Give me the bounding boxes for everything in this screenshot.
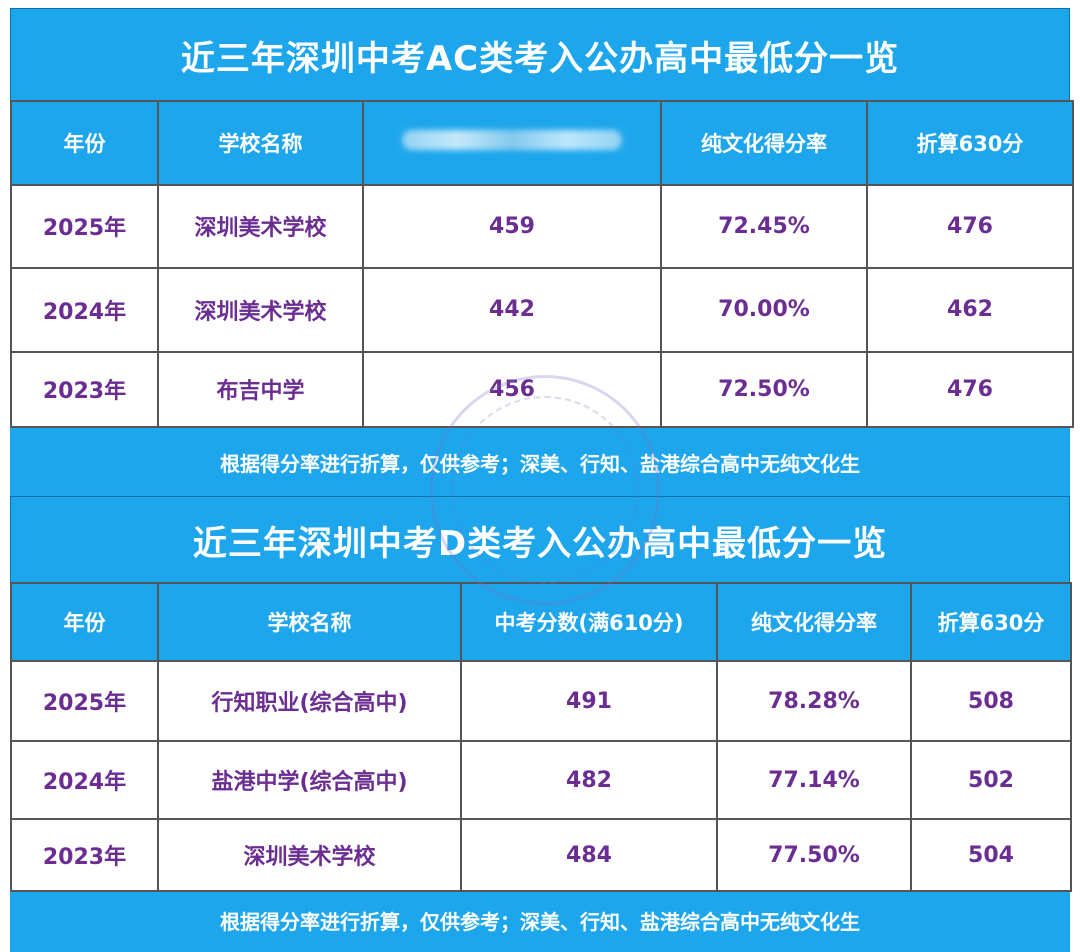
header-school: 学校名称: [159, 584, 460, 660]
table-ac-note: 根据得分率进行折算，仅供参考；深美、行知、盐港综合高中无纯文化生: [10, 428, 1070, 496]
cell-school: 深圳美术学校: [159, 820, 460, 890]
cell-rate: 72.50%: [662, 352, 866, 426]
table-ac-header-row: 年份 学校名称 纯文化得分率 折算630分: [12, 102, 1072, 184]
header-year: 年份: [12, 102, 157, 184]
header-converted: 折算630分: [912, 584, 1070, 660]
cell-converted: 502: [912, 742, 1070, 818]
table-ac-title: 近三年深圳中考AC类考入公办高中最低分一览: [10, 8, 1070, 102]
cell-converted: 504: [912, 820, 1070, 890]
cell-rate: 77.14%: [718, 742, 910, 818]
table-row: 2024年 深圳美术学校 442 70.00% 462: [12, 269, 1072, 351]
cell-rate: 78.28%: [718, 662, 910, 740]
cell-score: 442: [364, 269, 660, 351]
cell-converted: 462: [868, 269, 1072, 351]
cell-rate: 72.45%: [662, 185, 866, 268]
header-rate: 纯文化得分率: [718, 584, 910, 660]
cell-score: 459: [364, 185, 660, 268]
cell-converted: 476: [868, 185, 1072, 268]
cell-score: 484: [462, 820, 716, 890]
cell-year: 2025年: [12, 185, 157, 268]
table-row: 2023年 布吉中学 456 72.50% 476: [12, 352, 1072, 426]
table-row: 2025年 行知职业(综合高中) 491 78.28% 508: [12, 662, 1070, 740]
blurred-header-text: [402, 130, 622, 151]
cell-year: 2024年: [12, 269, 157, 351]
cell-school: 深圳美术学校: [159, 269, 362, 351]
cell-year: 2023年: [12, 820, 157, 890]
cell-school: 深圳美术学校: [159, 185, 362, 268]
header-rate: 纯文化得分率: [662, 102, 866, 184]
cell-school: 行知职业(综合高中): [159, 662, 460, 740]
table-row: 2024年 盐港中学(综合高中) 482 77.14% 502: [12, 742, 1070, 818]
cell-score: 456: [364, 352, 660, 426]
table-d: 年份 学校名称 中考分数(满610分) 纯文化得分率 折算630分 2025年 …: [10, 582, 1072, 892]
cell-school: 布吉中学: [159, 352, 362, 426]
cell-score: 491: [462, 662, 716, 740]
cell-year: 2023年: [12, 352, 157, 426]
cell-converted: 476: [868, 352, 1072, 426]
table-ac: 年份 学校名称 纯文化得分率 折算630分 2025年 深圳美术学校 459 7…: [10, 100, 1074, 428]
cell-school: 盐港中学(综合高中): [159, 742, 460, 818]
cell-year: 2025年: [12, 662, 157, 740]
header-blurred: [364, 102, 660, 184]
header-year: 年份: [12, 584, 157, 660]
cell-score: 482: [462, 742, 716, 818]
header-school: 学校名称: [159, 102, 362, 184]
cell-rate: 77.50%: [718, 820, 910, 890]
table-d-note: 根据得分率进行折算，仅供参考；深美、行知、盐港综合高中无纯文化生: [10, 892, 1070, 952]
header-converted: 折算630分: [868, 102, 1072, 184]
table-row: 2025年 深圳美术学校 459 72.45% 476: [12, 185, 1072, 268]
table-row: 2023年 深圳美术学校 484 77.50% 504: [12, 820, 1070, 890]
cell-year: 2024年: [12, 742, 157, 818]
table-d-title: 近三年深圳中考D类考入公办高中最低分一览: [10, 496, 1070, 584]
table-d-header-row: 年份 学校名称 中考分数(满610分) 纯文化得分率 折算630分: [12, 584, 1070, 660]
cell-rate: 70.00%: [662, 269, 866, 351]
cell-converted: 508: [912, 662, 1070, 740]
header-score: 中考分数(满610分): [462, 584, 716, 660]
